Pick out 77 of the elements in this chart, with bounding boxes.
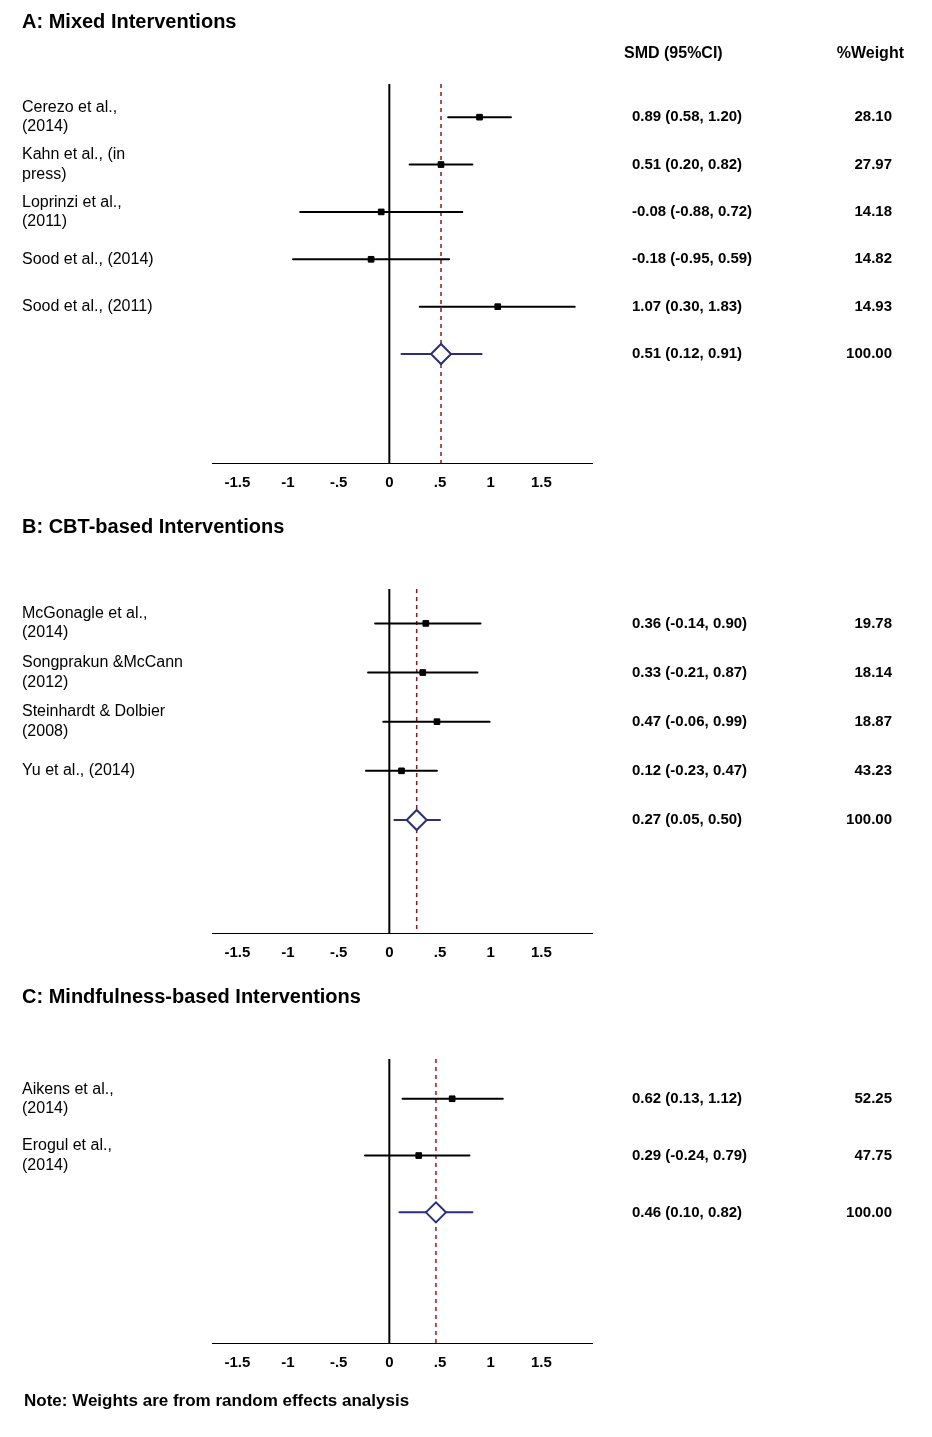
x-tick-label: 1.5 bbox=[530, 1353, 552, 1371]
text: 43.23 bbox=[854, 760, 892, 778]
text: 52.25 bbox=[854, 1088, 892, 1106]
text: 18.14 bbox=[854, 662, 893, 680]
text: -0.08 (-0.88, 0.72) bbox=[632, 202, 753, 220]
x-tick-label: .5 bbox=[433, 1353, 447, 1371]
y-tick-label: Aikens et al., (2014) bbox=[22, 1079, 114, 1116]
text: 0.27 (0.05, 0.50) bbox=[632, 810, 743, 828]
text: 100.00 bbox=[846, 344, 892, 362]
y-tick-label: Sood et al., (2011) bbox=[22, 297, 153, 315]
x-tick-label: .5 bbox=[433, 943, 447, 961]
text: 100.00 bbox=[846, 810, 892, 828]
text: 14.82 bbox=[854, 249, 892, 267]
y-tick-label: Sood et al., (2014) bbox=[22, 249, 154, 267]
x-tick-label: 1 bbox=[486, 473, 495, 491]
y-tick-label: McGonagle et al., (2014) bbox=[22, 604, 148, 641]
x-tick-label: -.5 bbox=[329, 1353, 348, 1371]
x-tick-label: -.5 bbox=[329, 473, 348, 491]
point bbox=[367, 255, 375, 263]
text: 0.47 (-0.06, 0.99) bbox=[632, 711, 748, 729]
x-tick-label: -.5 bbox=[329, 943, 348, 961]
text: 0.62 (0.13, 1.12) bbox=[632, 1088, 743, 1106]
x-tick-label: -1.5 bbox=[224, 943, 251, 961]
chart-title: B: CBT-based Interventions bbox=[22, 514, 285, 537]
x-tick-label: -1.5 bbox=[224, 1353, 251, 1371]
text: 0.29 (-0.24, 0.79) bbox=[632, 1145, 748, 1163]
point bbox=[437, 161, 445, 168]
chart-title: A: Mixed Interventions bbox=[22, 9, 237, 32]
x-tick-label: -1 bbox=[281, 943, 295, 961]
text: 0.33 (-0.21, 0.87) bbox=[632, 662, 748, 680]
y-tick-label: Yu et al., (2014) bbox=[22, 761, 135, 779]
x-tick-label: 0 bbox=[385, 473, 394, 491]
x-tick-label: 0 bbox=[385, 1353, 394, 1371]
y-tick-label: Cerezo et al., (2014) bbox=[22, 97, 118, 135]
text: 47.75 bbox=[854, 1145, 892, 1163]
text: 14.18 bbox=[854, 202, 892, 220]
point bbox=[433, 718, 441, 726]
x-tick-label: 1.5 bbox=[530, 473, 552, 491]
x-tick-label: -1.5 bbox=[224, 473, 251, 491]
point bbox=[494, 303, 502, 310]
text: -0.18 (-0.95, 0.59) bbox=[632, 249, 753, 267]
text: 0.12 (-0.23, 0.47) bbox=[632, 760, 748, 778]
text: 0.51 (0.20, 0.82) bbox=[632, 154, 743, 172]
x-tick-label: -1 bbox=[281, 1353, 295, 1371]
y-tick-label: Erogul et al., (2014) bbox=[22, 1136, 112, 1173]
point bbox=[419, 669, 427, 676]
text: 28.10 bbox=[854, 107, 892, 125]
y-tick-label: Songprakun &McCann (2012) bbox=[22, 653, 183, 690]
text: %Weight bbox=[836, 44, 905, 62]
point bbox=[398, 767, 405, 775]
text: 14.93 bbox=[854, 296, 892, 314]
x-tick-label: 1.5 bbox=[530, 943, 552, 961]
text: 0.46 (0.10, 0.82) bbox=[632, 1202, 743, 1220]
text: 0.51 (0.12, 0.91) bbox=[632, 344, 743, 362]
text: 0.36 (-0.14, 0.90) bbox=[632, 613, 748, 631]
x-tick-label: -1 bbox=[281, 473, 295, 491]
x-tick-label: .5 bbox=[433, 473, 447, 491]
y-tick-label: Steinhardt & Dolbier (2008) bbox=[22, 702, 166, 739]
y-tick-label: Loprinzi et al., (2011) bbox=[22, 192, 122, 229]
x-tick-label: 1 bbox=[486, 1353, 495, 1371]
text: 27.97 bbox=[854, 154, 892, 172]
text: 19.78 bbox=[854, 613, 892, 631]
text: 100.00 bbox=[846, 1202, 892, 1220]
y-tick-label: Kahn et al., (in press) bbox=[22, 145, 126, 182]
text: Note: Weights are from random effects analysis bbox=[23, 1390, 411, 1412]
text: SMD (95%CI) bbox=[624, 44, 723, 62]
text: 0.89 (0.58, 1.20) bbox=[632, 107, 743, 125]
point bbox=[422, 620, 430, 627]
point bbox=[476, 113, 483, 121]
point bbox=[430, 343, 453, 366]
point bbox=[377, 208, 385, 216]
text: 1.07 (0.30, 1.83) bbox=[632, 296, 743, 314]
x-tick-label: 0 bbox=[385, 943, 394, 961]
point bbox=[405, 808, 428, 831]
text: 18.87 bbox=[854, 711, 892, 729]
x-tick-label: 1 bbox=[486, 943, 495, 961]
chart-title: C: Mindfulness-based Interventions bbox=[22, 984, 361, 1007]
